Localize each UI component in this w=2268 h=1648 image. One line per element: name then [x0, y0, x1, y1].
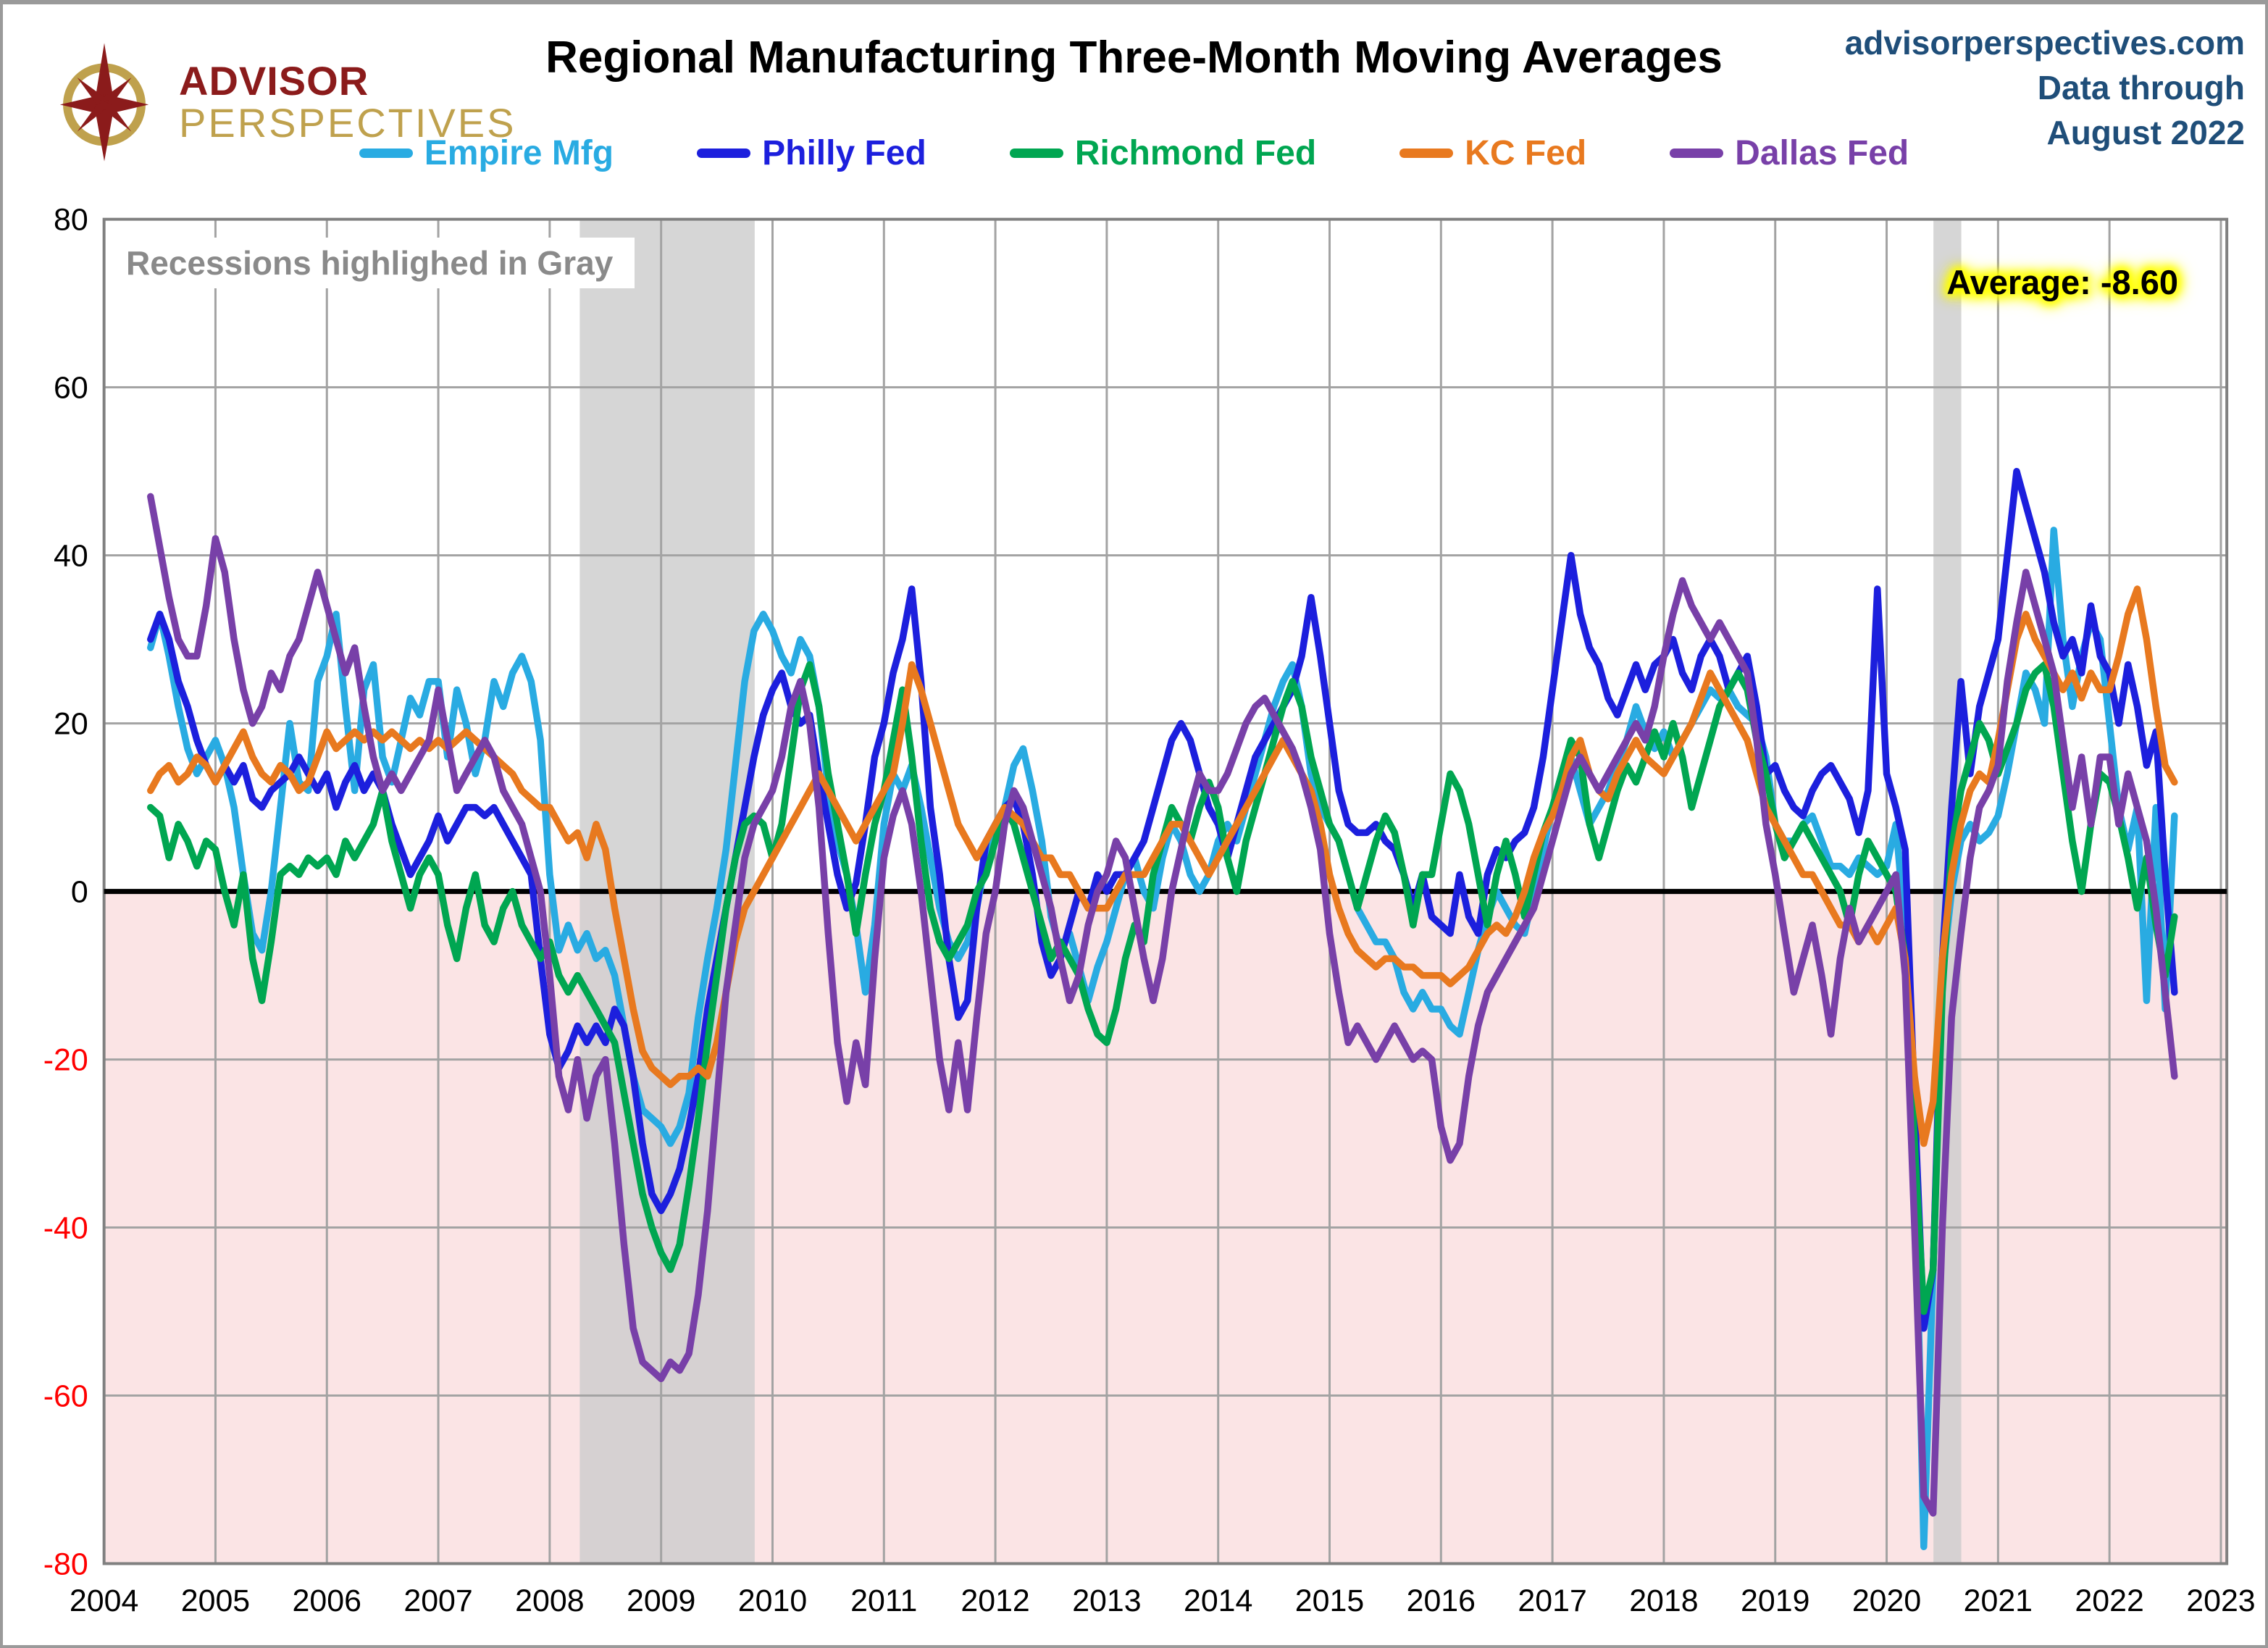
advisor-perspectives-logo: ADVISOR PERSPECTIVES	[43, 41, 516, 164]
chart-area: -80 -60 -40 -20 0 20 40 60 80 2004 2005 2006 2007 200…	[3, 4, 2265, 1645]
x-axis-tick-label: 2012	[961, 1584, 1029, 1618]
legend-label: Philly Fed	[762, 134, 926, 172]
legend-item-philly-fed: Philly Fed	[697, 133, 926, 173]
series-line-dallas-fed	[147, 493, 2178, 1517]
x-axis-tick-label: 2007	[403, 1584, 472, 1618]
y-axis-tick-label: -40	[43, 1211, 88, 1246]
legend-swatch-icon	[1399, 149, 1454, 158]
data-through-label: Data through	[2037, 69, 2245, 106]
y-axis-tick-label: -80	[43, 1547, 88, 1581]
legend-swatch-icon	[697, 149, 751, 158]
x-axis-tick-label: 2018	[1629, 1584, 1698, 1618]
line-chart: -80 -60 -40 -20 0 20 40 60 80 2004 2005 2006 2007 200…	[43, 203, 2256, 1619]
legend-swatch-icon	[1009, 149, 1063, 158]
x-axis-tick-label: 2005	[181, 1584, 250, 1618]
x-axis-tick-label: 2017	[1518, 1584, 1586, 1618]
recession-note: Recessions highlighed in Gray	[117, 238, 635, 288]
legend-label: Empire Mfg	[424, 134, 614, 172]
legend-item-kc-fed: KC Fed	[1399, 133, 1586, 173]
x-axis-tick-label: 2009	[627, 1584, 695, 1618]
x-axis-tick-label: 2008	[515, 1584, 584, 1618]
y-axis-tick-label: 0	[71, 875, 88, 910]
x-axis-tick-label: 2015	[1295, 1584, 1364, 1618]
x-axis-tick-label: 2020	[1852, 1584, 1921, 1618]
x-axis-tick-label: 2021	[1964, 1584, 2033, 1618]
logo-text-perspectives: PERSPECTIVES	[179, 100, 516, 146]
x-axis-tick-label: 2004	[70, 1584, 138, 1618]
y-axis-tick-label: 80	[54, 203, 88, 238]
x-axis-tick-label: 2006	[293, 1584, 361, 1618]
average-label: Average: -8.60	[1946, 263, 2178, 301]
y-axis-tick-label: 60	[54, 371, 88, 406]
x-axis-tick-label: 2022	[2075, 1584, 2143, 1618]
x-axis-tick-label: 2011	[850, 1584, 917, 1618]
y-axis-tick-label: 20	[54, 707, 88, 742]
site-url: advisorperspectives.com	[1844, 24, 2245, 62]
x-axis-tick-label: 2014	[1184, 1584, 1252, 1618]
series-line-empire-mfg	[147, 527, 2178, 1551]
y-axis-tick-label: 40	[54, 539, 88, 574]
x-axis-tick-label: 2016	[1407, 1584, 1476, 1618]
x-axis-tick-label: 2023	[2186, 1584, 2255, 1618]
legend-item-richmond-fed: Richmond Fed	[1009, 133, 1317, 173]
legend-item-dallas-fed: Dallas Fed	[1670, 133, 1909, 173]
y-axis-tick-label: -20	[43, 1043, 88, 1078]
chart-title: Regional Manufacturing Three-Month Movin…	[545, 33, 1723, 83]
compass-rose-icon	[59, 43, 149, 162]
legend-label: Richmond Fed	[1074, 134, 1317, 172]
y-axis-tick-label: -60	[43, 1379, 88, 1413]
legend-swatch-icon	[1670, 149, 1724, 158]
data-through-date: August 2022	[2046, 114, 2245, 151]
x-axis-tick-label: 2010	[738, 1584, 807, 1618]
logo-text-advisor: ADVISOR	[179, 58, 369, 104]
series-line-philly-fed	[147, 467, 2178, 1332]
legend-item-empire-mfg: Empire Mfg	[359, 133, 614, 173]
x-axis-tick-label: 2019	[1741, 1584, 1809, 1618]
chart-legend: Empire Mfg Philly Fed Richmond Fed KC Fed Da…	[3, 133, 2265, 173]
legend-label: KC Fed	[1465, 134, 1587, 172]
legend-label: Dallas Fed	[1735, 134, 1909, 172]
x-axis-tick-label: 2013	[1072, 1584, 1141, 1618]
legend-swatch-icon	[359, 149, 413, 158]
header-info-block: advisorperspectives.com Data through Aug…	[1845, 20, 2245, 155]
